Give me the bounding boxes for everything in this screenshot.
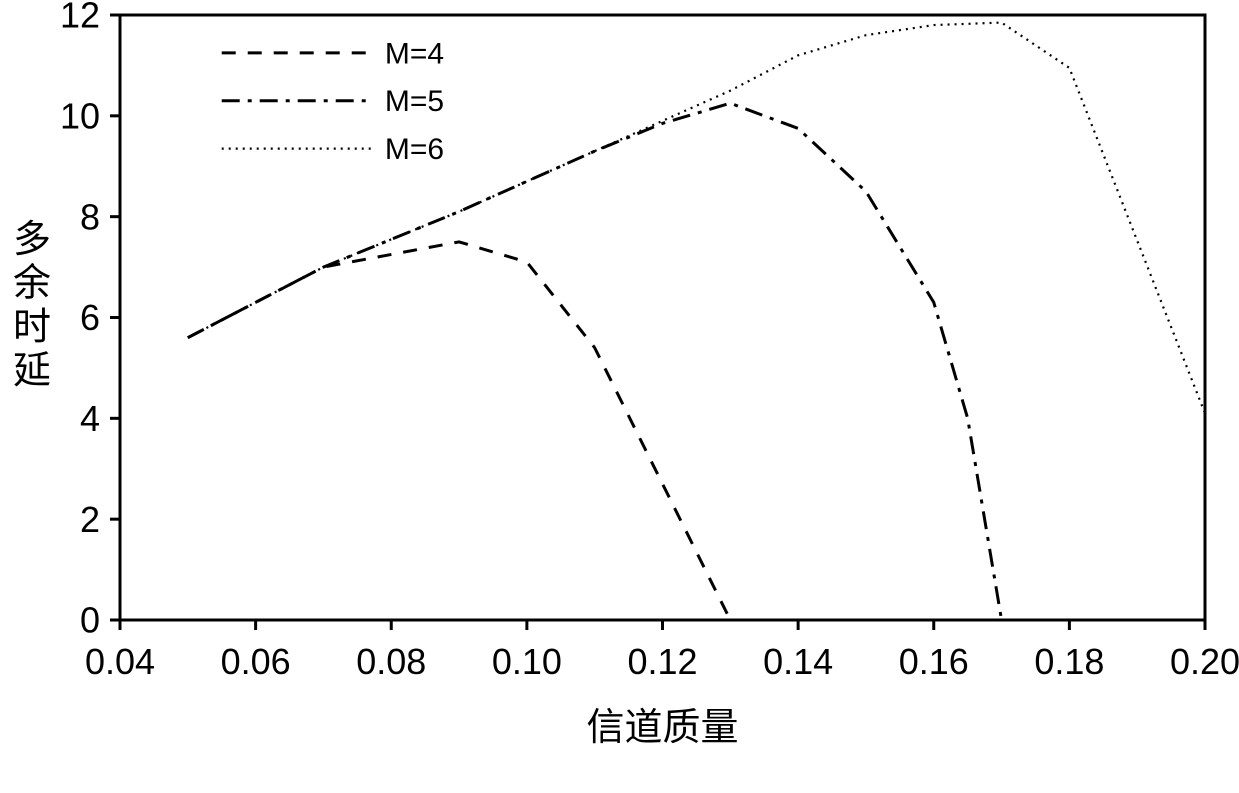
x-tick-label: 0.14 xyxy=(763,641,833,682)
x-tick-label: 0.20 xyxy=(1170,641,1239,682)
x-tick-label: 0.16 xyxy=(899,641,969,682)
legend-label: M=5 xyxy=(385,85,444,118)
series-M6 xyxy=(188,23,1205,414)
y-tick-label: 6 xyxy=(80,297,100,338)
line-chart: 0.04 0.06 0.08 0.10 0.12 0.14 0.16 0.18 0.20 0 2 4 6… xyxy=(0,0,1239,793)
y-axis-label-char: 延 xyxy=(13,350,51,392)
series-M5 xyxy=(188,103,1002,620)
y-axis-label-char: 时 xyxy=(13,306,51,348)
x-tick-label: 0.18 xyxy=(1034,641,1104,682)
series-M4 xyxy=(188,242,731,620)
y-axis-label-char: 多 xyxy=(13,219,51,261)
x-tick-label: 0.12 xyxy=(627,641,697,682)
y-tick-label: 4 xyxy=(80,398,100,439)
y-tick-label: 10 xyxy=(60,95,100,136)
x-tick-label: 0.10 xyxy=(492,641,562,682)
x-tick-label: 0.06 xyxy=(221,641,291,682)
legend-label: M=4 xyxy=(385,37,444,70)
y-tick-label: 0 xyxy=(80,600,100,641)
chart-container: 0.04 0.06 0.08 0.10 0.12 0.14 0.16 0.18 0.20 0 2 4 6… xyxy=(0,0,1239,793)
plot-border xyxy=(120,15,1205,620)
y-tick-label: 12 xyxy=(60,0,100,36)
y-axis-label-char: 余 xyxy=(13,263,51,305)
legend-label: M=6 xyxy=(385,133,444,166)
x-tick-label: 0.04 xyxy=(85,641,155,682)
y-tick-label: 8 xyxy=(80,196,100,237)
x-axis-label: 信道质量 xyxy=(586,707,738,749)
y-tick-label: 2 xyxy=(80,499,100,540)
x-tick-label: 0.08 xyxy=(356,641,426,682)
